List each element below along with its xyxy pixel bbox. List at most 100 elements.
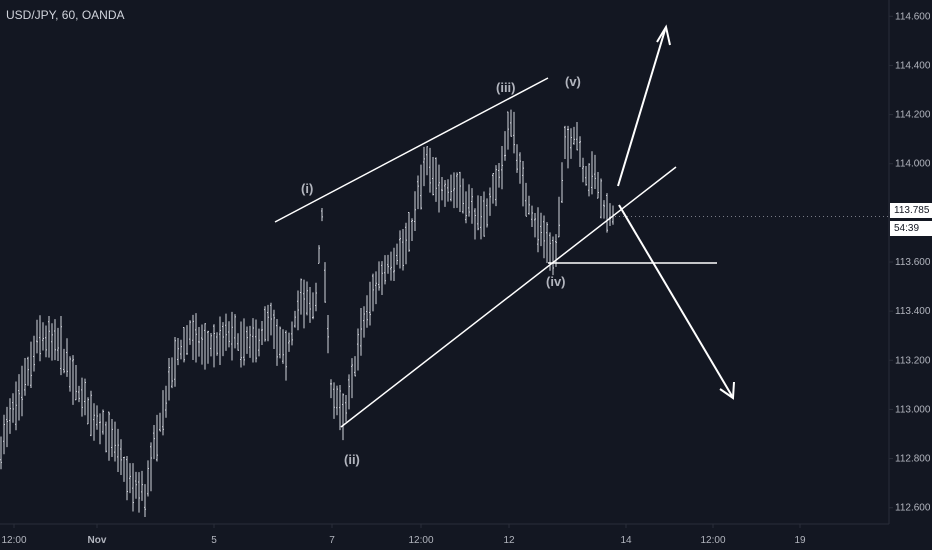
wave-label-iv: (iv) <box>546 274 566 289</box>
ohlc-bar <box>48 316 50 358</box>
ohlc-bar <box>81 377 83 417</box>
ohlc-bar <box>237 333 239 351</box>
annotation-layer: (i) (ii) (iii) (v) (iv) <box>274 24 735 467</box>
ohlc-bar <box>426 146 428 176</box>
ohlc-bar <box>291 321 293 346</box>
ohlc-bar <box>54 319 56 361</box>
ohlc-bar <box>150 442 152 492</box>
ohlc-bar <box>267 304 269 342</box>
ohlc-bar <box>330 379 332 399</box>
bar-countdown-tag: 54:39 <box>890 221 932 236</box>
ohlc-bar <box>276 318 278 366</box>
ohlc-bar <box>555 234 557 267</box>
ohlc-bar <box>420 164 422 210</box>
ohlc-bar <box>432 157 434 196</box>
ohlc-bar <box>228 321 230 348</box>
time-tick-label: 5 <box>211 535 217 546</box>
ohlc-bar <box>579 136 581 168</box>
ohlc-bar <box>210 332 212 357</box>
price-tick-label: 114.000 <box>895 159 931 170</box>
ohlc-bar <box>540 212 542 247</box>
price-tick-label: 113.400 <box>895 306 931 317</box>
upper-channel-line[interactable] <box>274 77 549 223</box>
ohlc-bar <box>594 154 596 189</box>
ohlc-bar <box>153 424 155 460</box>
ohlc-bar <box>444 179 446 207</box>
ohlc-bar <box>51 323 53 361</box>
ohlc-bar <box>18 374 20 421</box>
wave-label-ii: (ii) <box>344 452 360 467</box>
ohlc-bar <box>141 470 143 501</box>
ohlc-bar <box>183 326 185 363</box>
ohlc-bar <box>171 357 173 389</box>
ohlc-bar <box>552 236 554 276</box>
ohlc-bar <box>414 191 416 231</box>
price-tick-label: 113.200 <box>895 355 931 366</box>
ohlc-bar <box>69 356 71 392</box>
bullish-arrow-line[interactable] <box>617 29 666 187</box>
price-tick-label: 114.200 <box>895 110 931 121</box>
time-tick-label: 7 <box>329 535 335 546</box>
ohlc-bar <box>156 414 158 462</box>
ohlc-bar <box>603 200 605 219</box>
ohlc-bar <box>357 328 359 371</box>
ohlc-bar <box>372 273 374 312</box>
ohlc-bar <box>264 306 266 342</box>
ohlc-bar <box>309 286 311 323</box>
ohlc-bar <box>282 329 284 364</box>
ohlc-bar <box>459 171 461 213</box>
ohlc-bar <box>525 182 527 217</box>
ohlc-bar <box>474 208 476 240</box>
ohlc-bar <box>348 374 350 410</box>
ohlc-bar <box>468 184 470 217</box>
price-axis[interactable]: 114.600114.400114.200114.000113.800113.6… <box>889 11 931 514</box>
ohlc-bar <box>240 321 242 368</box>
ohlc-bar <box>480 195 482 240</box>
bearish-arrow-line[interactable] <box>618 204 733 397</box>
ohlc-bar <box>531 205 533 228</box>
ohlc-bar <box>393 247 395 281</box>
lower-channel-line[interactable] <box>340 166 677 428</box>
ohlc-bar <box>501 145 503 190</box>
ohlc-bar <box>177 337 179 366</box>
ohlc-bar <box>234 314 236 349</box>
ohlc-bar <box>465 191 467 224</box>
ohlc-bar <box>111 418 113 457</box>
ohlc-bar <box>303 279 305 329</box>
ohlc-bar <box>396 243 398 265</box>
ohlc-bar <box>537 207 539 253</box>
ohlc-bar <box>45 325 47 358</box>
ohlc-bar <box>246 326 248 354</box>
ohlc-bar <box>378 261 380 291</box>
ohlc-bar <box>429 147 431 193</box>
ohlc-bar <box>312 292 314 320</box>
time-tick-label: Nov <box>88 535 107 546</box>
ohlc-bar <box>570 128 572 159</box>
ohlc-bar <box>186 325 188 355</box>
ohlc-bar <box>528 195 530 215</box>
ohlc-bar <box>288 332 290 352</box>
ohlc-bar <box>588 163 590 197</box>
ohlc-bar <box>600 178 602 219</box>
ohlc-bar <box>387 254 389 274</box>
ohlc-bar <box>249 325 251 358</box>
price-tick-label: 114.600 <box>895 11 931 22</box>
ohlc-bar <box>270 302 272 336</box>
ohlc-bar <box>219 316 221 365</box>
ohlc-bar <box>222 322 224 357</box>
ohlc-bar <box>84 378 86 416</box>
ohlc-bar <box>72 355 74 405</box>
time-axis[interactable]: 12:00 Nov 5 7 12:00 12 14 12:00 19 <box>1 524 806 546</box>
ohlc-bar <box>3 414 5 455</box>
ohlc-bar <box>207 330 209 364</box>
ohlc-bar <box>582 157 584 183</box>
ohlc-bar <box>273 309 275 349</box>
ohlc-bar <box>504 131 506 161</box>
ohlc-bar <box>120 439 122 475</box>
ohlc-bar <box>90 390 92 437</box>
ohlc-bar <box>93 403 95 441</box>
ohlc-bar <box>402 228 404 271</box>
ohlc-bar <box>591 151 593 195</box>
ohlc-bar <box>363 306 365 338</box>
